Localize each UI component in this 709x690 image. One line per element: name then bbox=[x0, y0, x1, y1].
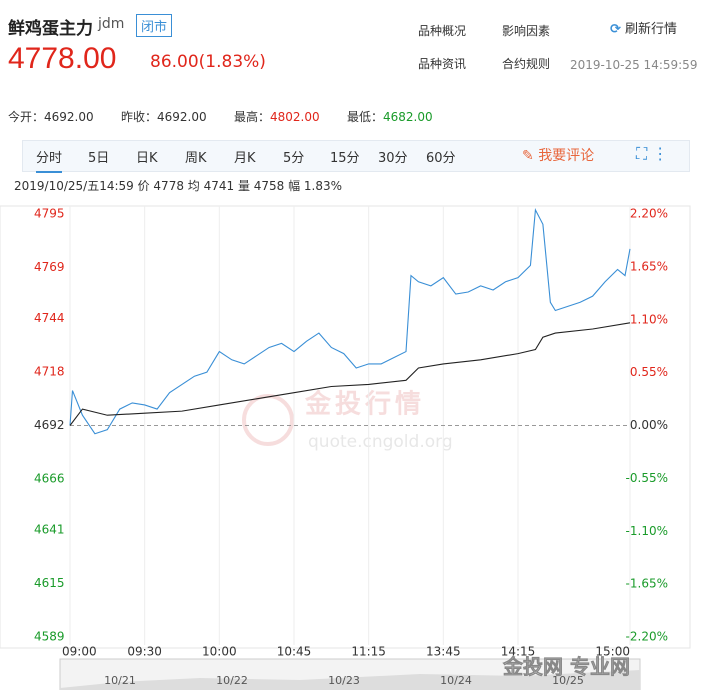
tab[interactable]: 30分 bbox=[378, 151, 408, 166]
comment-label[interactable]: 我要评论 bbox=[538, 148, 595, 164]
y-tick-label: 4641 bbox=[34, 523, 65, 537]
y-tick-label: 4666 bbox=[34, 471, 65, 485]
navigator-label: 10/25 bbox=[552, 674, 584, 687]
x-tick-label: 14:15 bbox=[501, 645, 536, 659]
title: 鲜鸡蛋主力 bbox=[8, 19, 93, 39]
link[interactable]: 影响因素 bbox=[502, 24, 551, 38]
fullscreen-icon[interactable]: ⛶ ⋮ bbox=[636, 144, 669, 163]
x-tick-label: 10:00 bbox=[202, 645, 237, 659]
stat-value: 4692.00 bbox=[44, 110, 94, 124]
stat: 最低：4682.00 bbox=[347, 108, 433, 125]
y2-tick-label: -2.20% bbox=[626, 630, 668, 644]
tab[interactable]: 5日 bbox=[88, 151, 110, 166]
status-badge: 闭市 bbox=[136, 14, 173, 37]
price: 4778.00 bbox=[8, 42, 117, 75]
navigator-label: 10/21 bbox=[104, 674, 136, 687]
y2-tick-label: 1.10% bbox=[630, 312, 668, 326]
comment-button[interactable]: ✎ 我要评论 bbox=[522, 148, 595, 164]
x-tick-label: 13:45 bbox=[426, 645, 461, 659]
x-tick-label: 09:30 bbox=[127, 645, 162, 659]
watermark-logo bbox=[242, 394, 294, 446]
navigator-label: 10/22 bbox=[216, 674, 248, 687]
x-tick-label: 10:45 bbox=[277, 645, 312, 659]
y2-tick-label: 1.65% bbox=[630, 259, 668, 273]
y-tick-label: 4795 bbox=[34, 207, 65, 221]
x-tick-label: 15:00 bbox=[595, 645, 630, 659]
info-line: 2019/10/25/五14:59 价 4778 均 4741 量 4758 幅… bbox=[14, 179, 343, 193]
stat: 今开：4692.00 bbox=[8, 108, 94, 125]
tab[interactable]: 月K bbox=[234, 151, 256, 166]
y2-tick-label: -1.10% bbox=[626, 524, 668, 538]
watermark-text: 金投网 专业网 bbox=[502, 655, 630, 679]
plot-frame bbox=[0, 205, 691, 649]
link[interactable]: 品种概况 bbox=[418, 24, 467, 38]
y-tick-label: 4615 bbox=[34, 576, 65, 590]
tab[interactable]: 60分 bbox=[426, 151, 456, 166]
navigator-label: 10/23 bbox=[328, 674, 360, 687]
refresh-label[interactable]: 刷新行情 bbox=[625, 22, 678, 37]
y-tick-label: 4769 bbox=[34, 260, 65, 274]
tab[interactable]: 分时 bbox=[36, 147, 63, 173]
tab[interactable]: 日K bbox=[136, 151, 158, 166]
stat-value: 4682.00 bbox=[383, 110, 433, 124]
y-tick-label: 4744 bbox=[34, 311, 65, 325]
tab-bar bbox=[22, 140, 690, 172]
change: 86.00(1.83%) bbox=[150, 52, 266, 72]
refresh[interactable]: ⟳ 刷新行情 bbox=[610, 22, 678, 37]
watermark: 金投行情 quote.cngold.org bbox=[242, 389, 453, 452]
stat: 最高：4802.00 bbox=[234, 108, 320, 125]
y2-tick-label: -1.65% bbox=[626, 577, 668, 591]
stat: 昨收：4692.00 bbox=[121, 108, 207, 125]
stat-label: 最低： bbox=[347, 110, 384, 124]
tab[interactable]: 周K bbox=[185, 151, 207, 166]
navigator-label: 10/24 bbox=[440, 674, 472, 687]
price-line bbox=[69, 207, 631, 435]
y2-tick-label: 0.55% bbox=[630, 365, 668, 379]
watermark-text: 金投行情 bbox=[304, 389, 425, 420]
link[interactable]: 合约规则 bbox=[502, 57, 551, 71]
y-tick-label: 4718 bbox=[34, 365, 65, 379]
tab[interactable]: 5分 bbox=[283, 151, 305, 166]
stat-value: 4802.00 bbox=[270, 110, 320, 124]
price-line bbox=[69, 322, 631, 426]
stat-label: 最高： bbox=[234, 110, 271, 124]
watermark-text: quote.cngold.org bbox=[308, 432, 453, 452]
y-tick-label: 4589 bbox=[34, 630, 65, 644]
x-tick-label: 11:15 bbox=[351, 645, 386, 659]
x-tick-label: 09:00 bbox=[62, 645, 97, 659]
timestamp: 2019-10-25 14:59:59 bbox=[570, 58, 698, 72]
link[interactable]: 品种资讯 bbox=[418, 57, 467, 71]
y2-tick-label: 2.20% bbox=[630, 207, 668, 221]
code: jdm bbox=[98, 16, 125, 32]
y2-tick-label: -0.55% bbox=[626, 471, 668, 485]
stat-label: 今开： bbox=[8, 110, 45, 124]
y2-tick-label: 0.00% bbox=[630, 418, 668, 432]
stat-value: 4692.00 bbox=[157, 110, 207, 124]
navigator-shade bbox=[60, 670, 640, 690]
tab[interactable]: 15分 bbox=[330, 151, 360, 166]
y-tick-label: 4692 bbox=[34, 418, 65, 432]
stat-label: 昨收： bbox=[121, 110, 158, 124]
